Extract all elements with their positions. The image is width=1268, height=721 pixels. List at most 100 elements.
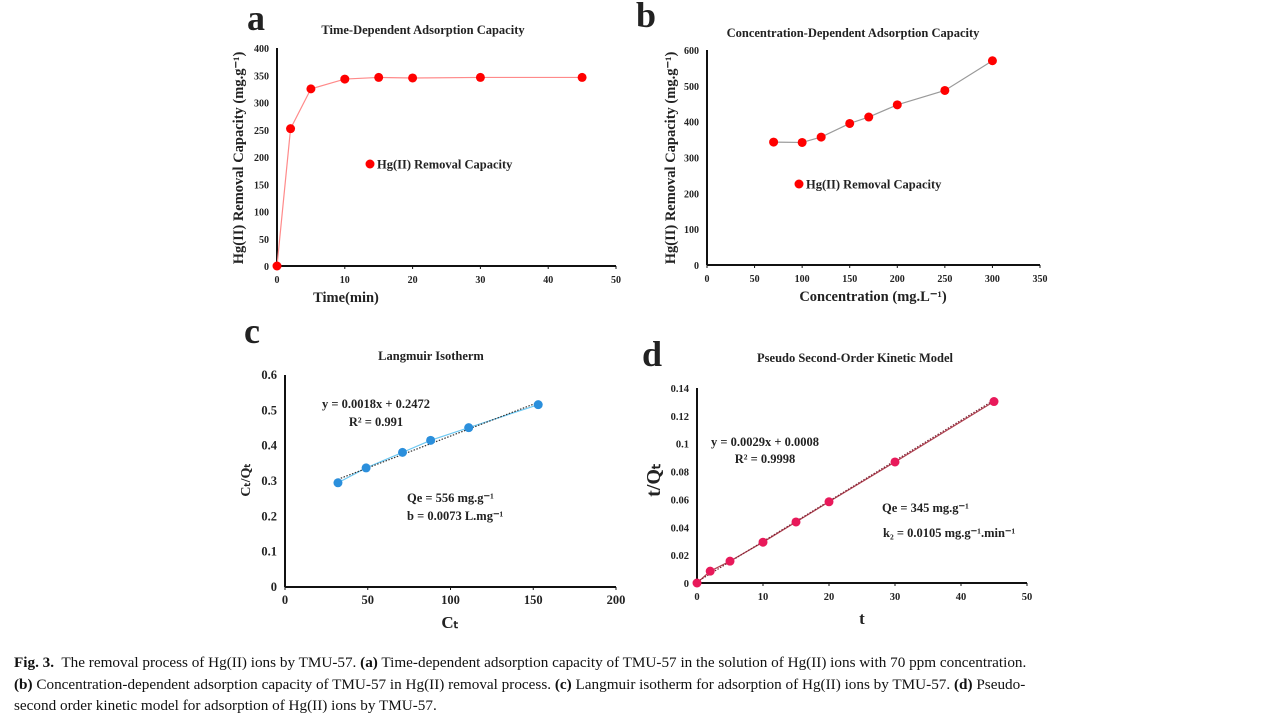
chart-panel-d: d Pseudo Second-Order Kinetic Model 0 10 20 3…: [642, 334, 1032, 628]
y-tick-label: 300: [684, 154, 699, 165]
y-tick-label: 300: [254, 99, 269, 110]
annotation: Qe = 345 mg.g⁻¹: [882, 501, 969, 515]
x-tick-label: 50: [611, 275, 621, 286]
x-axis-label: t: [859, 609, 865, 628]
caption-segment: Fig. 3.: [14, 654, 55, 671]
caption-segment: Time-dependent adsorption capacity of TM…: [377, 654, 1027, 671]
y-axis-label: Hg(II) Removal Capacity (mg.g⁻¹): [231, 52, 247, 265]
legend-label: Hg(II) Removal Capacity: [377, 158, 513, 172]
annotation: y = 0.0018x + 0.2472: [322, 397, 430, 411]
data-point: [797, 137, 807, 147]
figure-caption: Fig. 3. The removal process of Hg(II) io…: [14, 652, 1264, 717]
x-tick-label: 0: [282, 593, 288, 607]
legend-label: Hg(II) Removal Capacity: [806, 178, 942, 192]
series-line: [773, 60, 993, 144]
y-tick-label: 0.5: [261, 403, 277, 417]
chart-title: Langmuir Isotherm: [378, 349, 484, 363]
data-point: [940, 85, 950, 95]
series-line: [276, 76, 583, 267]
y-tick-label: 0.2: [261, 509, 277, 523]
data-point: [989, 397, 999, 407]
caption-segment: (b): [14, 675, 33, 693]
data-point: [892, 100, 902, 110]
y-tick-label: 0.14: [671, 384, 690, 395]
y-tick-label: 0.02: [671, 551, 689, 562]
y-tick-label: 0.1: [261, 545, 277, 559]
data-point: [374, 72, 384, 82]
data-point: [758, 537, 768, 547]
data-point: [475, 72, 485, 82]
y-tick-label: 100: [254, 208, 269, 219]
data-point: [306, 84, 316, 94]
y-tick-label: 0.04: [671, 523, 690, 534]
data-point: [890, 457, 900, 467]
x-tick-label: 10: [758, 592, 769, 603]
y-tick-label: 200: [684, 189, 699, 200]
x-tick-label: 200: [607, 593, 626, 607]
data-point: [398, 447, 408, 457]
y-tick-label: 0.08: [671, 468, 689, 479]
x-tick-label: 300: [985, 274, 1000, 285]
y-tick-label: 400: [684, 118, 699, 129]
panel-letter: d: [642, 334, 662, 374]
y-axis-label: Cₜ/Qₜ: [239, 463, 254, 496]
y-tick-label: 0.1: [676, 440, 689, 451]
y-tick-label: 250: [254, 126, 269, 137]
data-point: [769, 137, 779, 147]
data-point: [845, 118, 855, 128]
y-tick-label: 0: [694, 261, 699, 272]
data-point: [725, 556, 735, 566]
y-tick-label: 0.6: [261, 368, 277, 382]
annotation: R² = 0.991: [349, 415, 403, 429]
x-tick-label: 100: [795, 274, 810, 285]
caption-segment: Concentration-dependent adsorption capac…: [32, 675, 555, 693]
caption-segment: The removal process of Hg(II) ions by TM…: [54, 654, 361, 671]
y-tick-label: 400: [254, 44, 269, 55]
data-point: [791, 517, 801, 527]
y-tick-label: 200: [254, 153, 269, 164]
y-tick-label: 0.12: [671, 412, 689, 423]
x-tick-label: 30: [890, 592, 901, 603]
caption-line: Fig. 3. The removal process of Hg(II) io…: [14, 652, 1264, 674]
data-point: [987, 56, 997, 66]
caption-segment: second order kinetic model for adsorptio…: [14, 697, 437, 714]
data-point: [340, 74, 350, 84]
y-tick-label: 0.06: [671, 495, 689, 506]
panel-letter: b: [636, 0, 656, 35]
data-point: [692, 578, 702, 588]
x-tick-label: 150: [524, 593, 543, 607]
data-point: [533, 400, 543, 410]
x-tick-label: 20: [824, 592, 835, 603]
caption-segment: Pseudo-: [972, 675, 1026, 693]
y-axis-label: t/Qₜ: [643, 463, 665, 497]
caption-segment: Langmuir isotherm for adsorption of Hg(I…: [571, 675, 954, 693]
x-axis-label: Cₜ: [441, 613, 458, 632]
chart-panel-b: b Concentration-Dependent Adsorption Capa…: [636, 0, 1048, 305]
annotation: R² = 0.9998: [735, 452, 796, 466]
data-point: [333, 478, 343, 488]
y-tick-label: 150: [254, 180, 269, 191]
x-tick-label: 40: [543, 275, 553, 286]
x-tick-label: 0: [705, 274, 710, 285]
y-tick-label: 0: [264, 262, 269, 273]
caption-line: second order kinetic model for adsorptio…: [14, 695, 1264, 717]
legend-marker: [365, 159, 375, 169]
x-tick-label: 20: [408, 275, 418, 286]
data-point: [577, 72, 587, 82]
x-tick-label: 150: [842, 274, 857, 285]
trendline: [696, 399, 995, 583]
data-point: [705, 566, 715, 576]
panel-letter: c: [244, 311, 260, 351]
x-tick-label: 10: [340, 275, 350, 286]
x-tick-label: 30: [475, 275, 485, 286]
annotation: Qe = 556 mg.g⁻¹: [407, 491, 494, 505]
x-tick-label: 50: [362, 593, 375, 607]
y-tick-label: 100: [684, 225, 699, 236]
caption-line: (b) Concentration-dependent adsorption c…: [14, 674, 1264, 696]
data-point: [286, 124, 296, 134]
legend-marker: [794, 179, 804, 189]
data-point: [426, 435, 436, 445]
x-tick-label: 350: [1033, 274, 1048, 285]
data-point: [464, 423, 474, 433]
